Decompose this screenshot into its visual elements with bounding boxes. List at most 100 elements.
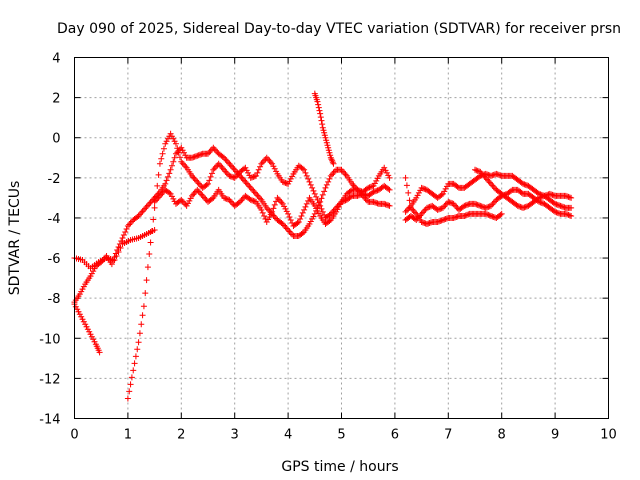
data-point	[230, 174, 237, 181]
data-point	[209, 195, 216, 202]
data-point	[114, 247, 121, 254]
data-point	[342, 171, 349, 178]
data-point	[255, 193, 262, 200]
data-point	[355, 187, 362, 194]
series-trace-8	[402, 170, 575, 215]
data-point	[190, 174, 197, 181]
data-point	[325, 178, 332, 185]
data-point	[138, 209, 145, 216]
data-point	[556, 202, 563, 209]
data-point	[482, 210, 489, 217]
data-point	[223, 157, 230, 164]
data-point	[442, 185, 449, 192]
data-point	[246, 183, 253, 190]
y-tick-label: -10	[39, 332, 60, 347]
data-point	[437, 205, 444, 212]
data-point	[371, 180, 378, 187]
data-point	[277, 197, 284, 204]
data-point	[172, 140, 179, 147]
data-point	[192, 177, 199, 184]
data-point	[211, 165, 218, 172]
data-point	[279, 178, 286, 185]
data-point	[463, 211, 470, 218]
data-point	[171, 154, 178, 161]
data-point	[441, 216, 448, 223]
data-point	[108, 261, 115, 268]
data-point	[191, 175, 198, 182]
axis-ticks: 0 1 2 3 4 5 6 7 8 9 10 4 2 0 -2 -4 -6 -8 -10 -12 -14	[39, 52, 617, 443]
data-point	[419, 185, 426, 192]
data-point	[463, 201, 470, 208]
y-tick-label: 4	[52, 52, 60, 67]
data-point	[135, 339, 142, 346]
data-point	[421, 185, 428, 192]
data-point	[490, 171, 497, 178]
data-point	[498, 210, 505, 217]
data-point	[258, 206, 265, 213]
data-point	[489, 213, 496, 220]
data-point	[249, 174, 256, 181]
data-point	[381, 200, 388, 207]
data-point	[568, 194, 575, 201]
data-point	[330, 160, 337, 167]
data-point	[206, 177, 213, 184]
data-point	[374, 175, 381, 182]
data-point	[383, 201, 390, 208]
data-point	[465, 211, 472, 218]
data-point	[221, 166, 228, 173]
data-point	[411, 215, 418, 222]
data-point	[206, 149, 213, 156]
data-point	[78, 313, 85, 320]
data-point	[134, 346, 141, 353]
data-point	[560, 203, 567, 210]
data-point	[196, 189, 203, 196]
data-point	[159, 150, 166, 157]
data-point	[251, 173, 258, 180]
data-point	[381, 164, 388, 171]
data-point	[485, 203, 492, 210]
data-point	[465, 201, 472, 208]
data-point	[223, 169, 230, 176]
data-point	[518, 189, 525, 196]
data-point	[188, 154, 195, 161]
data-point	[306, 220, 313, 227]
data-point	[333, 208, 340, 215]
data-point	[371, 188, 378, 195]
data-point	[477, 202, 484, 209]
data-point	[96, 260, 103, 267]
y-tick-label: -6	[48, 252, 61, 267]
data-point	[516, 203, 523, 210]
data-point	[182, 163, 189, 170]
data-point	[286, 213, 293, 220]
series-trace-3	[71, 144, 393, 306]
data-point	[164, 173, 171, 180]
data-point	[251, 189, 258, 196]
data-point	[148, 227, 155, 234]
data-point	[561, 204, 568, 211]
data-point	[482, 204, 489, 211]
data-point	[554, 209, 561, 216]
data-point	[259, 209, 266, 216]
data-point	[110, 257, 117, 264]
data-point	[239, 175, 246, 182]
data-point	[329, 171, 336, 178]
x-tick-label: 3	[231, 428, 239, 443]
data-point	[210, 144, 217, 151]
data-point	[486, 179, 493, 186]
data-point	[326, 175, 333, 182]
data-point	[283, 208, 290, 215]
data-point	[147, 199, 154, 206]
data-point	[302, 203, 309, 210]
data-point	[521, 204, 528, 211]
data-point	[520, 180, 527, 187]
data-point	[492, 214, 499, 221]
data-point	[90, 268, 97, 275]
data-point	[171, 138, 178, 145]
data-point	[508, 187, 515, 194]
data-point	[478, 203, 485, 210]
data-point	[271, 165, 278, 172]
data-point	[215, 160, 222, 167]
data-point	[219, 153, 226, 160]
data-point	[313, 193, 320, 200]
data-point	[418, 218, 425, 225]
